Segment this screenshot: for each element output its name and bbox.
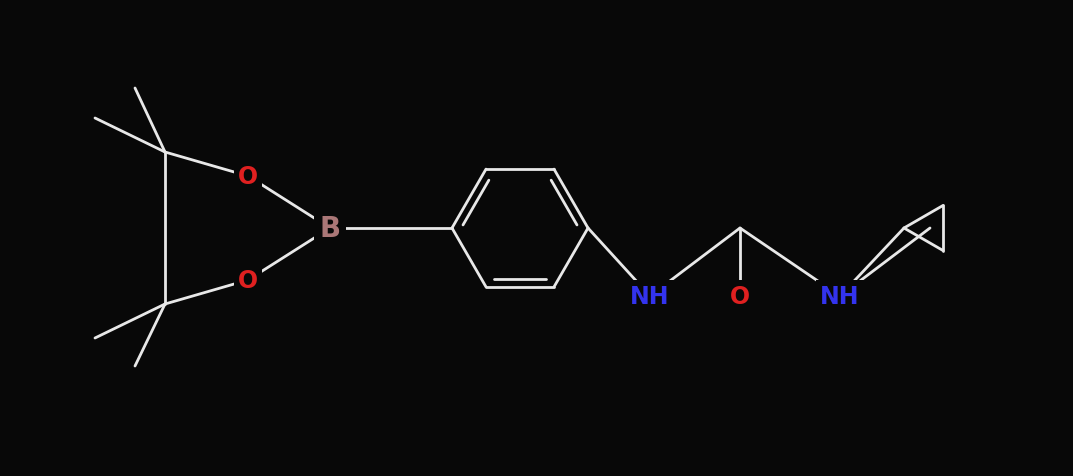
Text: NH: NH [820,284,859,308]
Text: NH: NH [630,284,670,308]
Text: B: B [320,215,340,242]
Text: O: O [238,165,259,188]
Text: O: O [730,284,750,308]
Text: O: O [238,268,259,292]
